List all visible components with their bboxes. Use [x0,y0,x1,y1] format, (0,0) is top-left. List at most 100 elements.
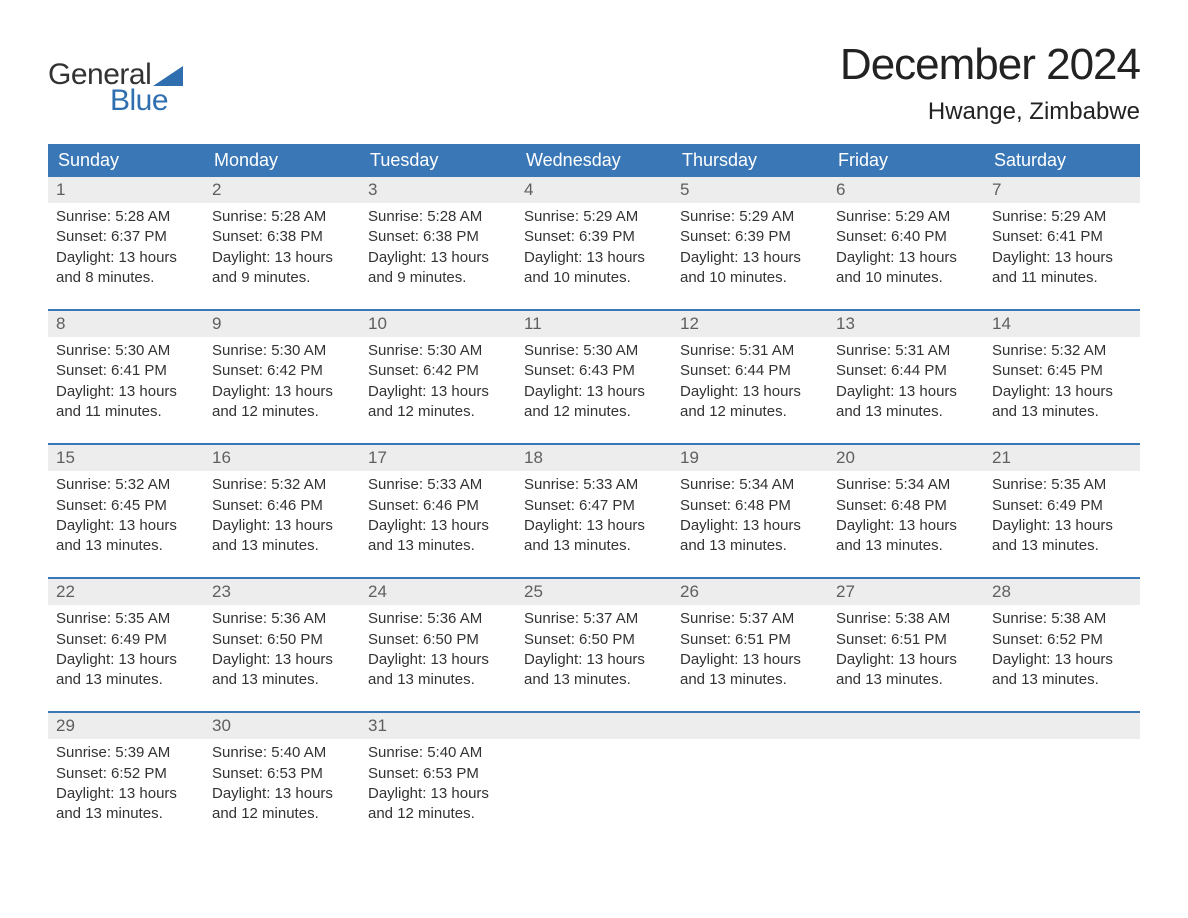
day-number: 25 [516,579,672,605]
sunset-text: Sunset: 6:47 PM [524,496,664,516]
day-cell: 8 [48,310,204,337]
daylight-text-1: Daylight: 13 hours [680,382,820,402]
day-cell: Sunrise: 5:35 AMSunset: 6:49 PMDaylight:… [984,471,1140,564]
day-cell: 19 [672,444,828,471]
daylight-text-1: Daylight: 13 hours [212,248,352,268]
daylight-text-1: Daylight: 13 hours [992,650,1132,670]
daylight-text-1: Daylight: 13 hours [368,784,508,804]
day-number: 26 [672,579,828,605]
day-number: 13 [828,311,984,337]
day-details: Sunrise: 5:35 AMSunset: 6:49 PMDaylight:… [48,605,204,698]
day-cell: Sunrise: 5:37 AMSunset: 6:51 PMDaylight:… [672,605,828,698]
day-cell: Sunrise: 5:38 AMSunset: 6:51 PMDaylight:… [828,605,984,698]
day-cell: 22 [48,578,204,605]
day-number: 16 [204,445,360,471]
daylight-text-2: and 9 minutes. [368,268,508,288]
day-number: 3 [360,177,516,203]
day-cell: Sunrise: 5:30 AMSunset: 6:42 PMDaylight:… [360,337,516,430]
day-cell: Sunrise: 5:32 AMSunset: 6:46 PMDaylight:… [204,471,360,564]
day-cell [984,712,1140,739]
day-cell: 25 [516,578,672,605]
sunrise-text: Sunrise: 5:28 AM [368,207,508,227]
day-details: Sunrise: 5:33 AMSunset: 6:46 PMDaylight:… [360,471,516,564]
day-cell: 18 [516,444,672,471]
day-number: 2 [204,177,360,203]
day-details: Sunrise: 5:40 AMSunset: 6:53 PMDaylight:… [360,739,516,832]
sunrise-text: Sunrise: 5:36 AM [212,609,352,629]
daylight-text-1: Daylight: 13 hours [56,784,196,804]
day-details: Sunrise: 5:36 AMSunset: 6:50 PMDaylight:… [204,605,360,698]
daylight-text-2: and 13 minutes. [836,536,976,556]
sunset-text: Sunset: 6:48 PM [836,496,976,516]
day-cell: 15 [48,444,204,471]
day-cell [828,739,984,832]
daylight-text-1: Daylight: 13 hours [680,248,820,268]
sunset-text: Sunset: 6:51 PM [680,630,820,650]
day-number: 8 [48,311,204,337]
daylight-text-2: and 10 minutes. [680,268,820,288]
day-number: 4 [516,177,672,203]
day-details: Sunrise: 5:29 AMSunset: 6:41 PMDaylight:… [984,203,1140,296]
day-cell: Sunrise: 5:34 AMSunset: 6:48 PMDaylight:… [828,471,984,564]
day-cell [672,739,828,832]
daylight-text-2: and 13 minutes. [524,536,664,556]
day-details: Sunrise: 5:30 AMSunset: 6:41 PMDaylight:… [48,337,204,430]
sunrise-text: Sunrise: 5:33 AM [524,475,664,495]
daylight-text-1: Daylight: 13 hours [992,248,1132,268]
day-details [984,739,1140,831]
day-details: Sunrise: 5:35 AMSunset: 6:49 PMDaylight:… [984,471,1140,564]
day-cell: 30 [204,712,360,739]
sunrise-text: Sunrise: 5:38 AM [992,609,1132,629]
day-number [516,713,672,739]
week-daynum-row: 1234567 [48,177,1140,203]
week-spacer [48,296,1140,310]
day-cell: 27 [828,578,984,605]
day-number: 31 [360,713,516,739]
sunset-text: Sunset: 6:43 PM [524,361,664,381]
sunset-text: Sunset: 6:51 PM [836,630,976,650]
sunset-text: Sunset: 6:49 PM [56,630,196,650]
day-cell: Sunrise: 5:29 AMSunset: 6:41 PMDaylight:… [984,203,1140,296]
day-details: Sunrise: 5:32 AMSunset: 6:45 PMDaylight:… [984,337,1140,430]
sunrise-text: Sunrise: 5:32 AM [212,475,352,495]
weekday-sunday: Sunday [48,144,204,177]
sunset-text: Sunset: 6:50 PM [524,630,664,650]
week-body-row: Sunrise: 5:39 AMSunset: 6:52 PMDaylight:… [48,739,1140,832]
daylight-text-2: and 12 minutes. [524,402,664,422]
sunrise-text: Sunrise: 5:28 AM [212,207,352,227]
day-number: 9 [204,311,360,337]
day-cell: Sunrise: 5:33 AMSunset: 6:47 PMDaylight:… [516,471,672,564]
daylight-text-1: Daylight: 13 hours [992,516,1132,536]
day-cell: 20 [828,444,984,471]
weekday-header-row: Sunday Monday Tuesday Wednesday Thursday… [48,144,1140,177]
sunset-text: Sunset: 6:50 PM [368,630,508,650]
weekday-saturday: Saturday [984,144,1140,177]
day-details: Sunrise: 5:40 AMSunset: 6:53 PMDaylight:… [204,739,360,832]
week-body-row: Sunrise: 5:35 AMSunset: 6:49 PM Daylight:… [48,605,1140,698]
sunset-text: Sunset: 6:45 PM [992,361,1132,381]
day-number: 6 [828,177,984,203]
day-cell: 10 [360,310,516,337]
daylight-text-1: Daylight: 13 hours [368,382,508,402]
sunset-text: Sunset: 6:46 PM [368,496,508,516]
day-details: Sunrise: 5:30 AMSunset: 6:42 PMDaylight:… [360,337,516,430]
day-cell: 5 [672,177,828,203]
day-cell: 17 [360,444,516,471]
day-cell: 16 [204,444,360,471]
day-cell: Sunrise: 5:29 AMSunset: 6:39 PMDaylight:… [672,203,828,296]
sunset-text: Sunset: 6:48 PM [680,496,820,516]
sunrise-text: Sunrise: 5:30 AM [212,341,352,361]
weekday-monday: Monday [204,144,360,177]
day-details [672,739,828,831]
day-cell: Sunrise: 5:32 AMSunset: 6:45 PMDaylight:… [48,471,204,564]
day-cell: 7 [984,177,1140,203]
day-details: Sunrise: 5:34 AMSunset: 6:48 PMDaylight:… [672,471,828,564]
day-cell: 13 [828,310,984,337]
day-details [828,739,984,831]
day-details: Sunrise: 5:31 AMSunset: 6:44 PMDaylight:… [672,337,828,430]
sunrise-text: Sunrise: 5:35 AM [56,609,196,629]
daylight-text-1: Daylight: 13 hours [524,248,664,268]
sunrise-text: Sunrise: 5:29 AM [524,207,664,227]
daylight-text-1: Daylight: 13 hours [680,516,820,536]
daylight-text-2: and 13 minutes. [368,536,508,556]
